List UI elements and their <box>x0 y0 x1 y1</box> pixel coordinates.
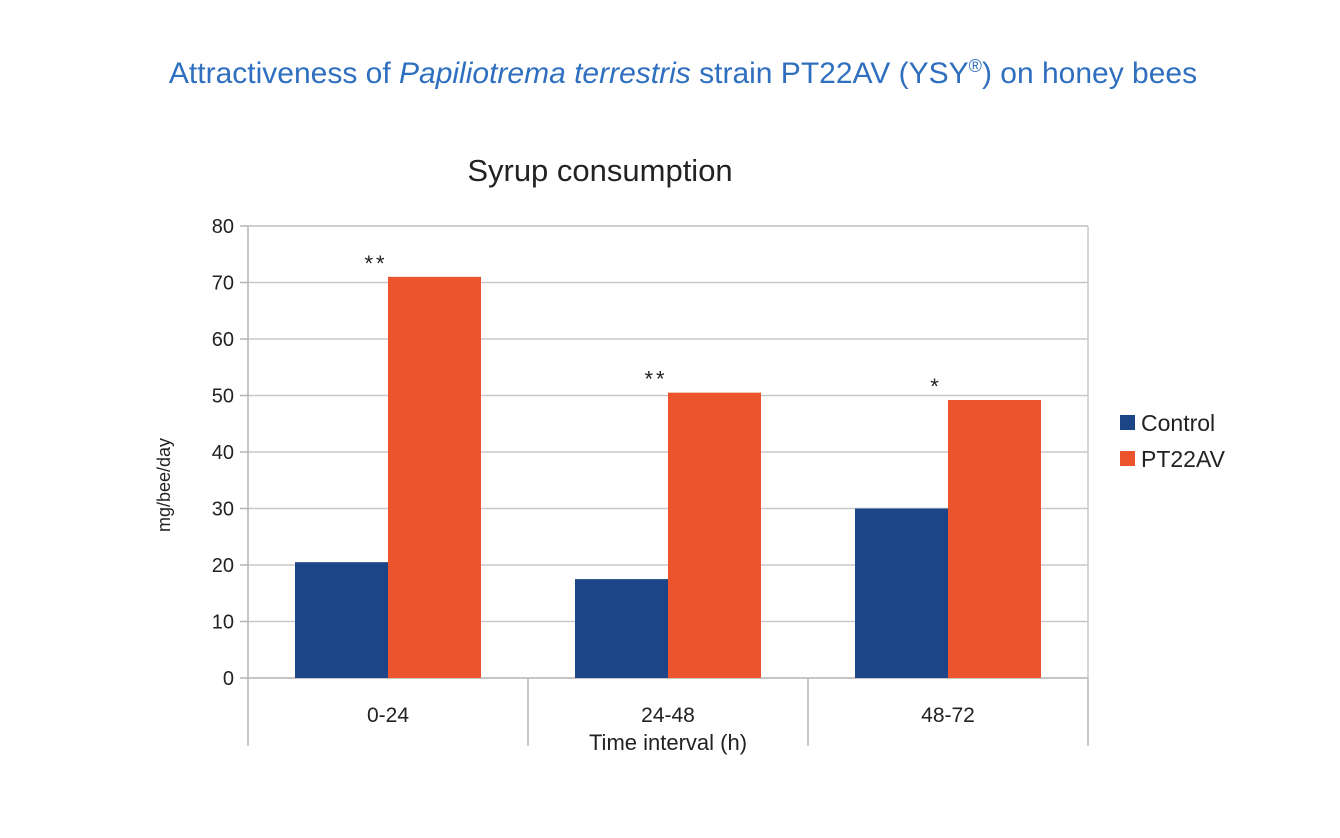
y-tick-label: 80 <box>212 216 234 238</box>
title-middle: strain PT22AV (YSY <box>690 57 969 90</box>
bar-pt22av-0-24 <box>388 276 481 678</box>
page-title: Attractiveness of Papiliotrema terrestri… <box>0 56 1340 91</box>
x-tick-label: 48-72 <box>921 704 975 727</box>
significance-marker: ** <box>644 367 667 392</box>
y-tick-label: 30 <box>212 499 234 521</box>
y-tick-label: 70 <box>212 273 234 295</box>
bar-control-0-24 <box>295 562 388 678</box>
legend-label-control: Control <box>1141 410 1215 436</box>
legend-swatch-control <box>1120 415 1135 430</box>
x-tick-label: 0-24 <box>367 704 409 727</box>
legend-label-pt22av: PT22AV <box>1141 446 1226 472</box>
y-tick-label: 40 <box>212 442 234 464</box>
y-tick-label: 20 <box>212 555 234 577</box>
significance-marker: * <box>930 374 942 399</box>
y-tick-label: 0 <box>223 668 234 690</box>
title-suffix: ) on honey bees <box>981 57 1198 90</box>
bar-control-24-48 <box>575 579 668 678</box>
registered-mark: ® <box>968 56 982 76</box>
legend-swatch-pt22av <box>1120 451 1135 466</box>
y-tick-label: 50 <box>212 386 234 408</box>
y-tick-label: 10 <box>212 612 234 634</box>
bar-control-48-72 <box>855 508 948 678</box>
title-species: Papiliotrema terrestris <box>399 57 691 90</box>
bar-pt22av-24-48 <box>668 392 761 678</box>
chart-title: Syrup consumption <box>467 153 732 188</box>
x-tick-label: 24-48 <box>641 704 695 727</box>
bar-pt22av-48-72 <box>948 400 1041 678</box>
title-prefix: Attractiveness of <box>168 57 400 90</box>
significance-marker: ** <box>364 251 387 276</box>
x-axis-label: Time interval (h) <box>589 730 747 755</box>
y-tick-label: 60 <box>212 329 234 351</box>
y-axis-label: mg/bee/day <box>154 438 174 532</box>
